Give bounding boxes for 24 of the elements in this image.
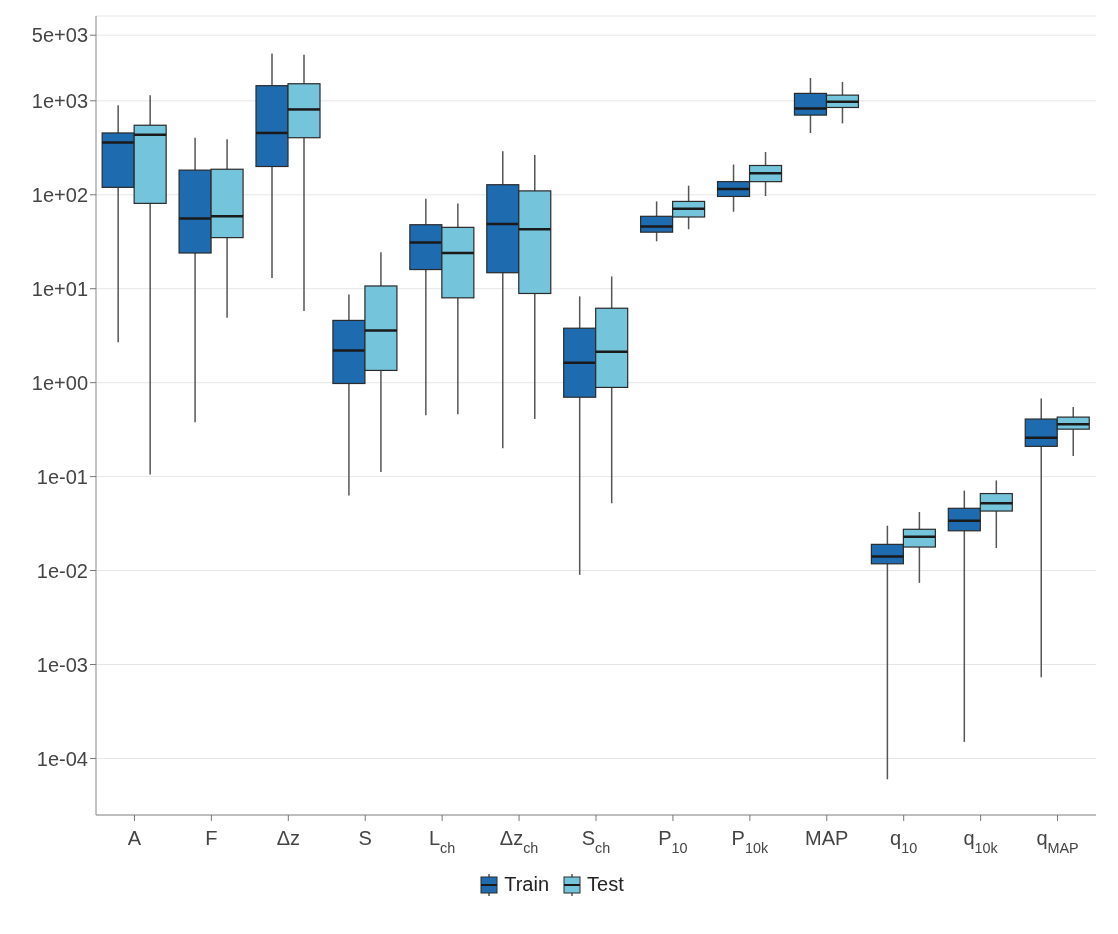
- y-tick-label: 5e+03: [31, 24, 88, 47]
- x-tick-label: q$_{10k}$: [963, 827, 999, 856]
- x-tick-label: S: [358, 827, 372, 849]
- x-tick-label: F: [205, 827, 218, 849]
- x-tick-label: MAP: [805, 827, 849, 849]
- x-tick-label: Δz$_{ch}$: [499, 827, 539, 856]
- x-tick-label: q$_{MAP}$: [1036, 827, 1079, 856]
- x-tick-label: Δz: [276, 827, 300, 849]
- x-tick-label: q$_{10}$: [890, 827, 918, 856]
- y-tick-label: 1e-01: [36, 465, 88, 488]
- x-tick-label: L$_{ch}$: [428, 827, 456, 856]
- y-tick-label: 1e+00: [31, 371, 88, 394]
- y-tick-label: 1e-04: [36, 747, 88, 770]
- x-tick-label: S$_{ch}$: [581, 827, 611, 856]
- y-tick-label: 1e+03: [31, 89, 88, 112]
- x-tick-label: P$_{10}$: [658, 827, 688, 856]
- y-tick-label: 1e+01: [31, 277, 88, 300]
- y-tick-label: 1e+02: [31, 183, 88, 206]
- y-tick-label: 1e-02: [36, 559, 88, 582]
- x-tick-label: P$_{10k}$: [731, 827, 769, 856]
- legend-label: Test: [587, 873, 624, 896]
- legend-label: Train: [504, 873, 550, 896]
- x-tick-label: A: [127, 827, 142, 849]
- y-tick-label: 1e-03: [36, 653, 88, 676]
